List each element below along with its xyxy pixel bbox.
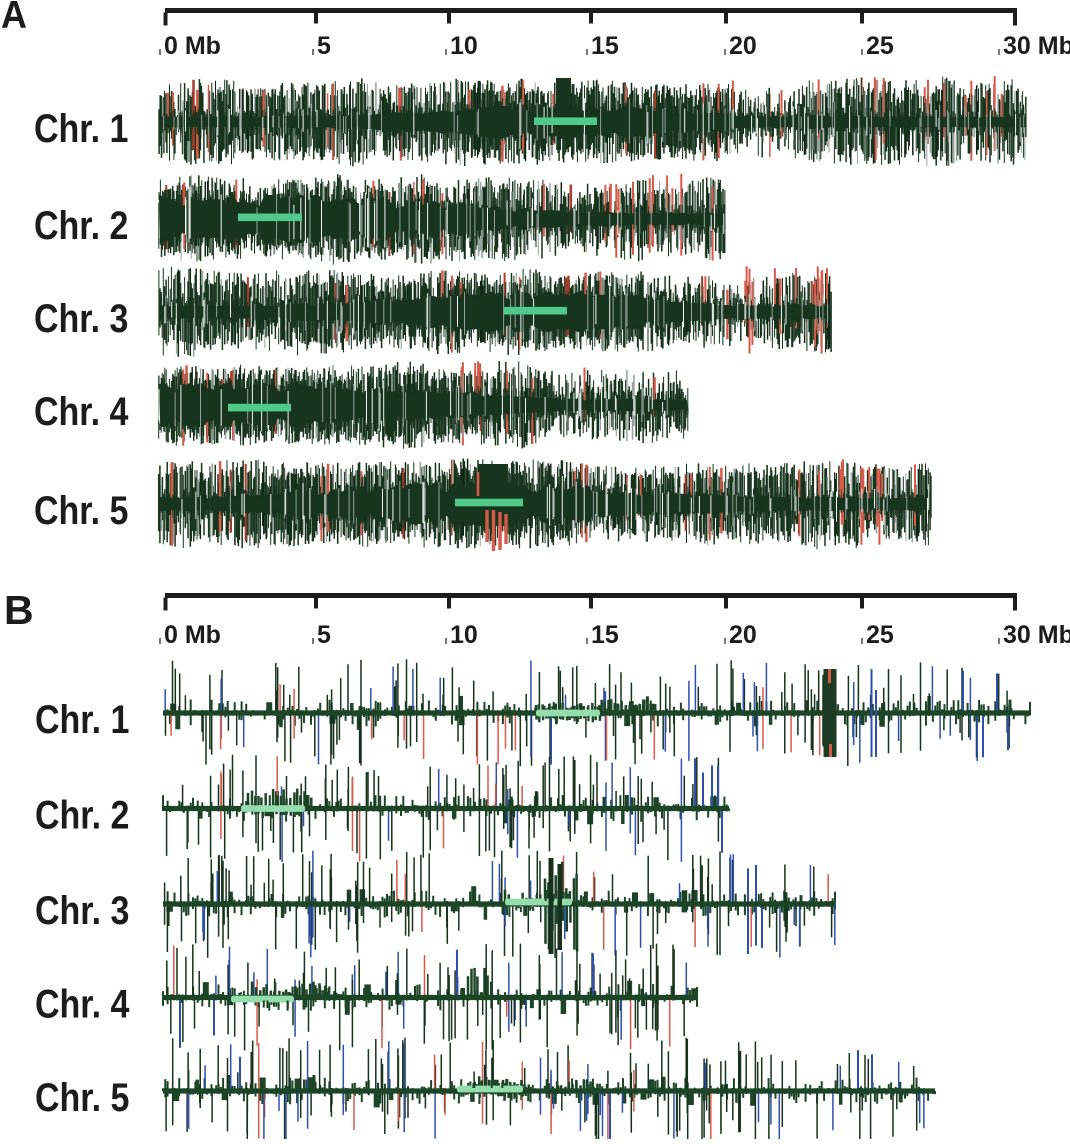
svg-text:20: 20: [729, 32, 757, 60]
svg-text:5: 5: [317, 32, 331, 60]
svg-text:Chr. 1: Chr. 1: [35, 697, 129, 742]
svg-text:Chr. 5: Chr. 5: [34, 488, 128, 533]
svg-text:15: 15: [591, 621, 619, 649]
svg-text:Chr. 2: Chr. 2: [35, 792, 129, 837]
svg-text:0 Mb: 0 Mb: [164, 32, 221, 60]
svg-text:10: 10: [450, 32, 478, 60]
svg-text:30 Mb: 30 Mb: [1003, 32, 1070, 60]
svg-text:20: 20: [729, 621, 757, 649]
svg-text:Chr. 4: Chr. 4: [34, 389, 129, 434]
svg-text:Chr. 3: Chr. 3: [34, 296, 128, 341]
svg-text:15: 15: [591, 32, 619, 60]
svg-text:30 Mb: 30 Mb: [1003, 621, 1070, 649]
svg-text:25: 25: [866, 32, 894, 60]
svg-text:10: 10: [450, 621, 478, 649]
svg-text:Chr. 2: Chr. 2: [34, 203, 128, 248]
svg-text:A: A: [1, 0, 27, 36]
svg-text:Chr. 1: Chr. 1: [34, 106, 128, 151]
svg-text:Chr. 3: Chr. 3: [35, 888, 129, 933]
svg-text:0 Mb: 0 Mb: [164, 621, 221, 649]
svg-text:Chr. 5: Chr. 5: [35, 1075, 129, 1120]
svg-text:25: 25: [866, 621, 894, 649]
svg-text:5: 5: [317, 621, 331, 649]
svg-text:B: B: [4, 587, 34, 633]
svg-text:Chr. 4: Chr. 4: [35, 981, 130, 1026]
